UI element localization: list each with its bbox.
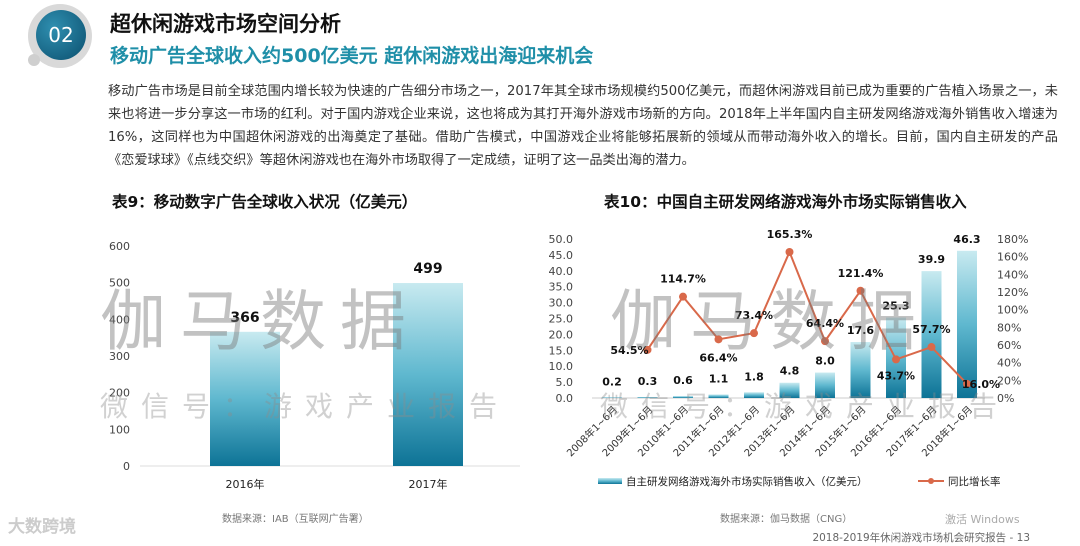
bar-data-label: 17.6: [847, 324, 874, 337]
right-y-tick-label: 160%: [997, 251, 1028, 264]
left-y-tick-label: 10.0: [549, 360, 574, 373]
bar: [210, 331, 280, 466]
growth-point: [785, 247, 794, 256]
left-y-tick-label: 0.0: [556, 392, 574, 405]
bar-data-label: 0.3: [638, 375, 658, 388]
data-label: 499: [413, 261, 442, 277]
bar: [708, 394, 729, 398]
chart2-title: 表10：中国自主研发网络游戏海外市场实际销售收入: [604, 193, 967, 211]
right-y-tick-label: 100%: [997, 304, 1028, 317]
left-y-tick-label: 35.0: [549, 281, 574, 294]
right-y-tick-label: 180%: [997, 233, 1028, 246]
growth-point: [963, 379, 971, 388]
growth-point: [714, 335, 723, 344]
growth-data-label: 54.5%: [610, 344, 648, 357]
bar-data-label: 25.3: [882, 300, 909, 313]
page-subtitle: 移动广告全球收入约500亿美元 超休闲游戏出海迎来机会: [110, 45, 594, 67]
left-y-tick-label: 45.0: [549, 249, 574, 262]
left-y-tick-label: 40.0: [549, 265, 574, 278]
bar: [815, 372, 835, 398]
chart1-title: 表9：移动数字广告全球收入状况（亿美元）: [112, 193, 418, 211]
logo: 大数跨境: [8, 517, 76, 537]
growth-point: [750, 329, 758, 338]
growth-data-label: 64.4%: [806, 317, 844, 330]
y-tick-label: 400: [109, 313, 130, 326]
bar-data-label: 1.8: [744, 370, 764, 383]
bar: [779, 382, 800, 398]
left-y-tick-label: 5.0: [556, 376, 574, 389]
bar-data-label: 0.2: [602, 375, 622, 388]
growth-line: [646, 249, 968, 385]
bar: [673, 396, 693, 398]
y-tick-label: 600: [109, 240, 130, 253]
right-y-tick-label: 120%: [997, 286, 1028, 299]
bar: [637, 397, 658, 398]
bar: [957, 250, 977, 398]
right-y-tick-label: 140%: [997, 268, 1028, 281]
growth-data-label: 43.7%: [877, 369, 915, 382]
bar-data-label: 39.9: [918, 253, 945, 266]
right-y-tick-label: 60%: [997, 339, 1021, 352]
right-y-tick-label: 40%: [997, 357, 1021, 370]
legend-line-label: 同比增长率: [948, 475, 1001, 488]
growth-point: [856, 286, 865, 295]
growth-data-label: 114.7%: [660, 273, 706, 286]
bar-data-label: 46.3: [953, 233, 980, 246]
bar-data-label: 8.0: [815, 355, 835, 368]
growth-data-label: 165.3%: [767, 228, 813, 241]
right-y-tick-label: 20%: [997, 374, 1021, 387]
chart2-source: 数据来源：伽马数据（CNG）: [720, 514, 853, 525]
left-y-tick-label: 20.0: [549, 328, 574, 341]
growth-point: [927, 343, 936, 352]
y-tick-label: 500: [109, 277, 130, 290]
y-tick-label: 200: [109, 387, 130, 400]
left-y-tick-label: 30.0: [549, 297, 574, 310]
section-number: 02: [36, 10, 86, 60]
bar: [850, 342, 871, 398]
growth-data-label: 66.4%: [699, 351, 737, 364]
bar: [744, 392, 764, 398]
legend-line-marker: [928, 478, 934, 484]
bar-data-label: 1.1: [709, 373, 729, 386]
left-y-tick-label: 50.0: [549, 233, 574, 246]
right-y-tick-label: 80%: [997, 321, 1021, 334]
bar-data-label: 4.8: [780, 365, 800, 378]
left-y-tick-label: 15.0: [549, 344, 574, 357]
growth-data-label: 16.0%: [962, 378, 1000, 391]
chart1-source: 数据来源：IAB（互联网广告署）: [222, 514, 369, 525]
decor-dot: [28, 54, 40, 66]
legend-bar-swatch: [598, 478, 622, 484]
growth-point: [679, 292, 687, 301]
left-y-tick-label: 25.0: [549, 313, 574, 326]
growth-point: [892, 355, 900, 364]
bar: [393, 283, 463, 466]
page-title: 超休闲游戏市场空间分析: [110, 12, 341, 36]
page-footer: 2018-2019年休闲游戏市场机会研究报告 - 13: [812, 532, 1030, 544]
data-label: 366: [230, 310, 259, 326]
growth-data-label: 57.7%: [912, 323, 950, 336]
legend-bar-label: 自主研发网络游戏海外市场实际销售收入（亿美元）: [626, 475, 868, 488]
y-tick-label: 0: [123, 460, 130, 473]
growth-point: [821, 337, 829, 346]
growth-data-label: 73.4%: [735, 309, 773, 322]
right-y-tick-label: 0%: [997, 392, 1014, 405]
bar: [921, 271, 942, 398]
growth-data-label: 121.4%: [838, 267, 884, 280]
body-paragraph: 移动广告市场是目前全球范围内增长较为快速的广告细分市场之一，2017年其全球市场…: [108, 84, 1058, 168]
windows-activation-notice: 激活 Windows: [945, 513, 1020, 526]
growth-point: [643, 345, 652, 354]
x-tick-label: 2016年: [226, 477, 265, 491]
x-tick-label: 2017年: [409, 477, 448, 491]
y-tick-label: 300: [109, 350, 130, 363]
bar: [602, 397, 622, 398]
y-tick-label: 100: [109, 423, 130, 436]
bar-data-label: 0.6: [673, 374, 693, 387]
